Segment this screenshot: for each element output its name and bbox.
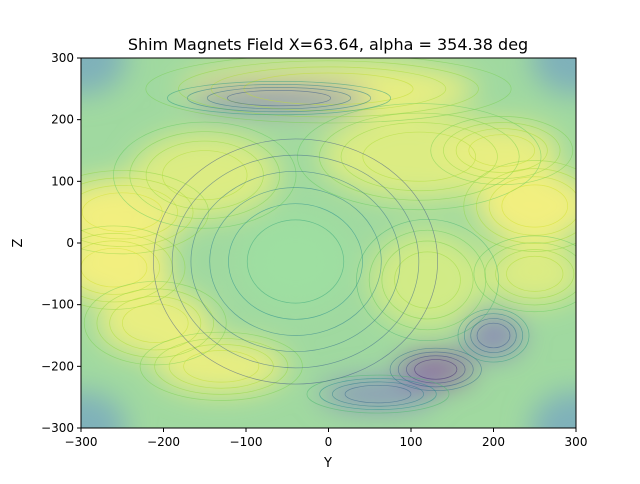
x-tick-label: −300 [65,435,98,449]
contour-ring [139,331,303,401]
x-tick-label: 200 [482,435,505,449]
contour-ring [368,229,487,331]
y-tick-label: −100 [41,298,74,312]
contour-ring [186,84,372,113]
contour-ring [362,131,477,182]
contour-ring [183,350,260,383]
contour-ring [109,296,202,351]
y-tick-label: −300 [41,421,74,435]
x-tick-label: 100 [400,435,423,449]
y-tick-label: 300 [51,51,74,65]
contour-ring [81,177,194,247]
contour-ring [190,170,401,353]
chart-title: Shim Magnets Field X=63.64, alpha = 354.… [128,35,528,54]
contour-ring [297,103,542,211]
contour-ring [306,374,450,414]
contour-ring [206,87,352,110]
contour-ring [113,121,297,229]
y-tick-label: 200 [51,113,74,127]
field-center-region [241,215,350,308]
field-high-region [444,122,560,179]
contour-ring [178,60,479,118]
contour-ring [397,351,474,388]
contour-ring [484,242,576,306]
contour-ring [226,90,332,107]
x-tick-label: −100 [230,435,263,449]
contour-ring [476,322,511,349]
contour-ring [468,134,536,167]
contour-ring [463,160,576,252]
contour-ring [129,131,281,220]
field-high-region [477,169,576,243]
contour-ring [171,154,420,369]
contour-ring [153,138,438,385]
corner-region [81,58,127,95]
contour-ring [96,288,214,358]
contour-ring [81,240,160,295]
field-high-region [97,289,213,358]
contour-ring [145,58,512,124]
contour-ring [246,219,345,304]
contour-ring [463,313,524,358]
contour-ring [501,184,569,228]
x-axis: −300 −200 −100 0 100 200 300 [65,428,588,449]
contour-ring [318,112,520,201]
contour-ring [356,218,499,342]
contour-ring [344,384,412,404]
contour-ring [394,251,461,309]
contour-ring [81,192,163,232]
plot-area [81,58,576,428]
corner-region [81,391,127,428]
contour-ring [455,128,548,173]
field-low-region [320,378,436,410]
contour-ring [414,359,458,380]
y-tick-label: 100 [51,174,74,188]
contour-ring [495,249,575,299]
y-axis-label: Z [11,238,26,247]
contour-ring [473,235,576,313]
contour-ring [443,122,561,179]
contour-ring [332,381,424,407]
contour-ring [209,187,382,336]
contour-ring [81,225,186,310]
x-axis-label: Y [323,456,332,471]
field-high-region [485,243,576,305]
contour-ring [470,318,517,353]
contour-ring [81,170,209,255]
contour-ring [506,255,564,292]
contour-ring [340,122,498,192]
contour-ring [154,337,289,395]
field-high-region [369,230,486,330]
corner-region [530,58,576,95]
contour-ring [389,347,482,392]
contour-ring [162,150,248,201]
x-tick-label: 0 [325,435,333,449]
contour-ring [145,140,264,210]
contour-ring [228,203,363,320]
field-low-region [464,313,523,358]
contour-ring [457,308,530,363]
contour-ring [167,81,391,116]
y-tick-label: 0 [66,236,74,250]
contour-ring [488,176,576,236]
field-high-region [130,132,279,219]
contour-ring [319,378,437,411]
contour-ring [381,240,474,320]
contour-ring [430,116,574,185]
y-axis: −300 −200 −100 0 100 200 300 [41,51,81,435]
contour-ring [121,303,189,343]
y-tick-label: −200 [41,359,74,373]
contour-lines [81,58,576,414]
x-tick-label: −200 [147,435,180,449]
contour-ring [81,185,178,240]
x-tick-label: 300 [565,435,588,449]
contour-ring [476,168,576,244]
corner-region [530,391,576,428]
